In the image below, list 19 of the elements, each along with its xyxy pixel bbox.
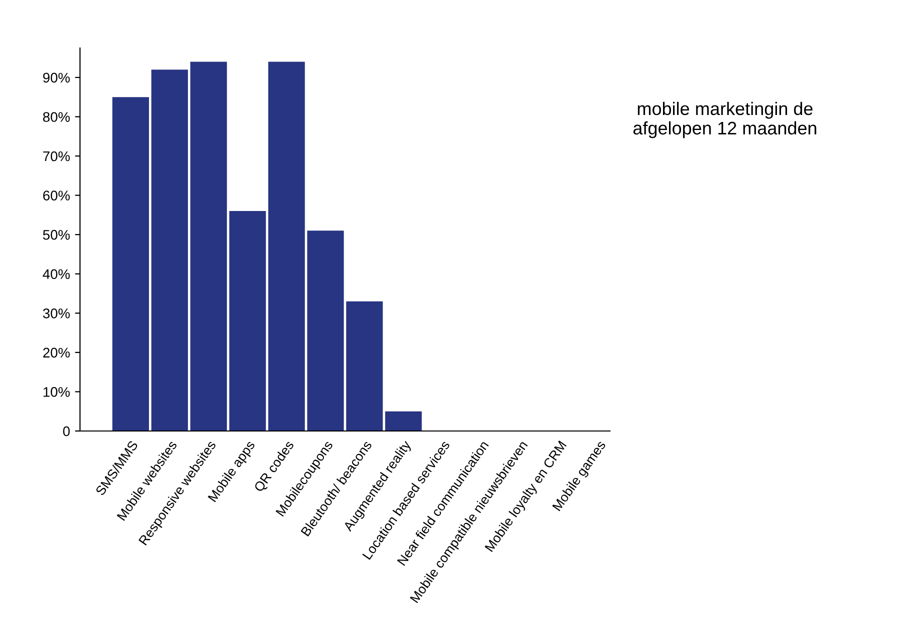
y-tick-label: 60% <box>43 190 70 200</box>
text: mobile marketingin de afgelopen 12 maanden <box>633 102 816 138</box>
y-tick-label: 20% <box>43 348 70 358</box>
bar <box>385 411 422 431</box>
y-tick-label: 10% <box>44 387 70 397</box>
y-tick-label: 90% <box>43 72 70 83</box>
y-tick-label: 50% <box>43 230 70 240</box>
y-tick-label: 80% <box>43 112 70 122</box>
bar <box>190 62 227 431</box>
y-tick-label: 30% <box>43 308 70 318</box>
y-tick-label: 40% <box>42 269 70 280</box>
y-tick-label: 0 <box>63 426 70 436</box>
bar <box>307 230 344 431</box>
bar <box>151 70 188 431</box>
bar <box>229 211 266 431</box>
y-tick-label: 70% <box>43 151 70 162</box>
bar <box>112 97 149 431</box>
bar <box>346 301 383 431</box>
bar <box>268 62 305 431</box>
